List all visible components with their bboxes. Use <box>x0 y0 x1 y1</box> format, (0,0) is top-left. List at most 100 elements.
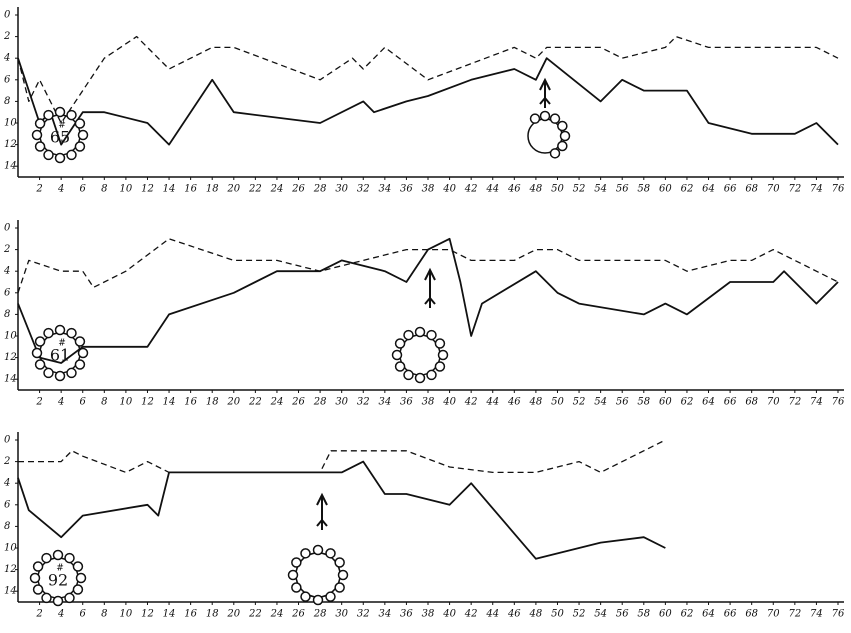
icon-bead <box>33 349 42 358</box>
x-tick-label: 14 <box>163 184 176 195</box>
icon-bead <box>56 326 65 335</box>
x-tick-label: 44 <box>485 609 499 620</box>
x-tick-label: 34 <box>378 609 391 620</box>
icon-bead <box>73 562 82 571</box>
y-tick-label: 4 <box>3 478 10 489</box>
icon-bead <box>75 119 84 128</box>
y-tick-label: 6 <box>4 287 11 298</box>
x-tick-label: 8 <box>101 397 107 408</box>
icon-bead <box>42 554 51 563</box>
x-tick-label: 62 <box>681 609 694 620</box>
icon-bead <box>75 337 84 346</box>
icon-bead <box>34 562 43 571</box>
icon-bead <box>551 114 560 123</box>
x-tick-label: 70 <box>767 609 780 620</box>
icon-bead <box>541 112 550 121</box>
x-tick-label: 20 <box>226 184 240 195</box>
icon-bead <box>289 571 298 580</box>
x-tick-label: 76 <box>832 184 845 195</box>
icon-bead <box>67 150 76 159</box>
icon-bead <box>75 360 84 369</box>
x-tick-label: 12 <box>141 609 154 620</box>
icon-bead <box>65 554 74 563</box>
icon-bead <box>75 142 84 151</box>
x-tick-label: 66 <box>724 609 737 620</box>
x-tick-label: 2 <box>35 397 42 408</box>
x-tick-label: 48 <box>529 609 543 620</box>
x-tick-label: 26 <box>291 609 305 620</box>
icon-bead <box>33 131 42 140</box>
y-tick-label: 2 <box>3 244 10 255</box>
x-tick-label: 32 <box>357 184 370 195</box>
x-tick-label: 62 <box>681 397 694 408</box>
icon-bead <box>73 585 82 594</box>
x-tick-label: 76 <box>832 397 845 408</box>
icon-bead <box>44 329 53 338</box>
x-tick-label: 40 <box>442 609 456 620</box>
x-tick-label: 74 <box>810 609 823 620</box>
x-tick-label: 54 <box>594 184 607 195</box>
y-tick-label: 8 <box>4 96 10 107</box>
x-tick-label: 22 <box>248 397 262 408</box>
y-tick-label: 14 <box>4 161 17 172</box>
x-tick-label: 16 <box>184 397 197 408</box>
icon-bead <box>292 558 301 567</box>
x-tick-label: 60 <box>659 397 672 408</box>
icon-bead <box>416 328 425 337</box>
x-tick-label: 56 <box>616 184 629 195</box>
icon-bead <box>79 131 88 140</box>
x-tick-label: 32 <box>357 397 370 408</box>
x-tick-label: 36 <box>400 184 413 195</box>
y-tick-label: 14 <box>4 374 17 385</box>
x-tick-label: 14 <box>163 397 176 408</box>
x-tick-label: 32 <box>357 609 370 620</box>
x-tick-label: 6 <box>80 184 87 195</box>
x-tick-label: 40 <box>442 184 456 195</box>
x-tick-label: 4 <box>57 609 64 620</box>
y-tick-label: 12 <box>4 139 17 150</box>
x-tick-label: 64 <box>702 609 715 620</box>
x-tick-label: 48 <box>529 397 543 408</box>
x-tick-label: 58 <box>637 184 650 195</box>
y-tick-label: 6 <box>4 74 11 85</box>
icon-bead <box>56 154 65 163</box>
x-tick-label: 72 <box>788 609 801 620</box>
x-tick-label: 56 <box>616 397 629 408</box>
x-tick-label: 42 <box>464 397 478 408</box>
data-line <box>18 37 838 123</box>
x-tick-label: 20 <box>226 397 240 408</box>
icon-bead <box>551 149 560 158</box>
x-tick-label: 20 <box>226 609 240 620</box>
x-tick-label: 36 <box>400 609 413 620</box>
icon-bead <box>67 329 76 338</box>
x-tick-label: 4 <box>57 397 64 408</box>
x-tick-label: 18 <box>206 397 219 408</box>
x-tick-label: 6 <box>80 609 87 620</box>
icon-bead <box>67 111 76 120</box>
icon-bead <box>44 368 53 377</box>
x-tick-label: 28 <box>313 184 327 195</box>
x-tick-label: 10 <box>120 397 133 408</box>
icon-bead <box>339 571 348 580</box>
x-tick-label: 38 <box>422 184 435 195</box>
icon-bead <box>435 362 444 371</box>
icon-bead <box>79 349 88 358</box>
x-tick-label: 38 <box>422 397 435 408</box>
icon-bead <box>404 331 413 340</box>
y-tick-label: 12 <box>4 564 17 575</box>
x-tick-label: 46 <box>507 184 521 195</box>
icon-bead <box>416 374 425 383</box>
x-tick-label: 74 <box>810 397 823 408</box>
icon-bead <box>439 351 448 360</box>
x-tick-label: 10 <box>120 184 133 195</box>
y-tick-label: 2 <box>3 31 10 42</box>
icon-bead <box>404 370 413 379</box>
x-tick-label: 60 <box>659 184 672 195</box>
x-tick-label: 24 <box>270 609 284 620</box>
x-tick-label: 40 <box>442 397 456 408</box>
x-tick-label: 66 <box>724 184 737 195</box>
x-tick-label: 52 <box>573 184 586 195</box>
icon-bead <box>36 142 45 151</box>
x-tick-label: 46 <box>507 609 521 620</box>
x-tick-label: 38 <box>422 609 435 620</box>
